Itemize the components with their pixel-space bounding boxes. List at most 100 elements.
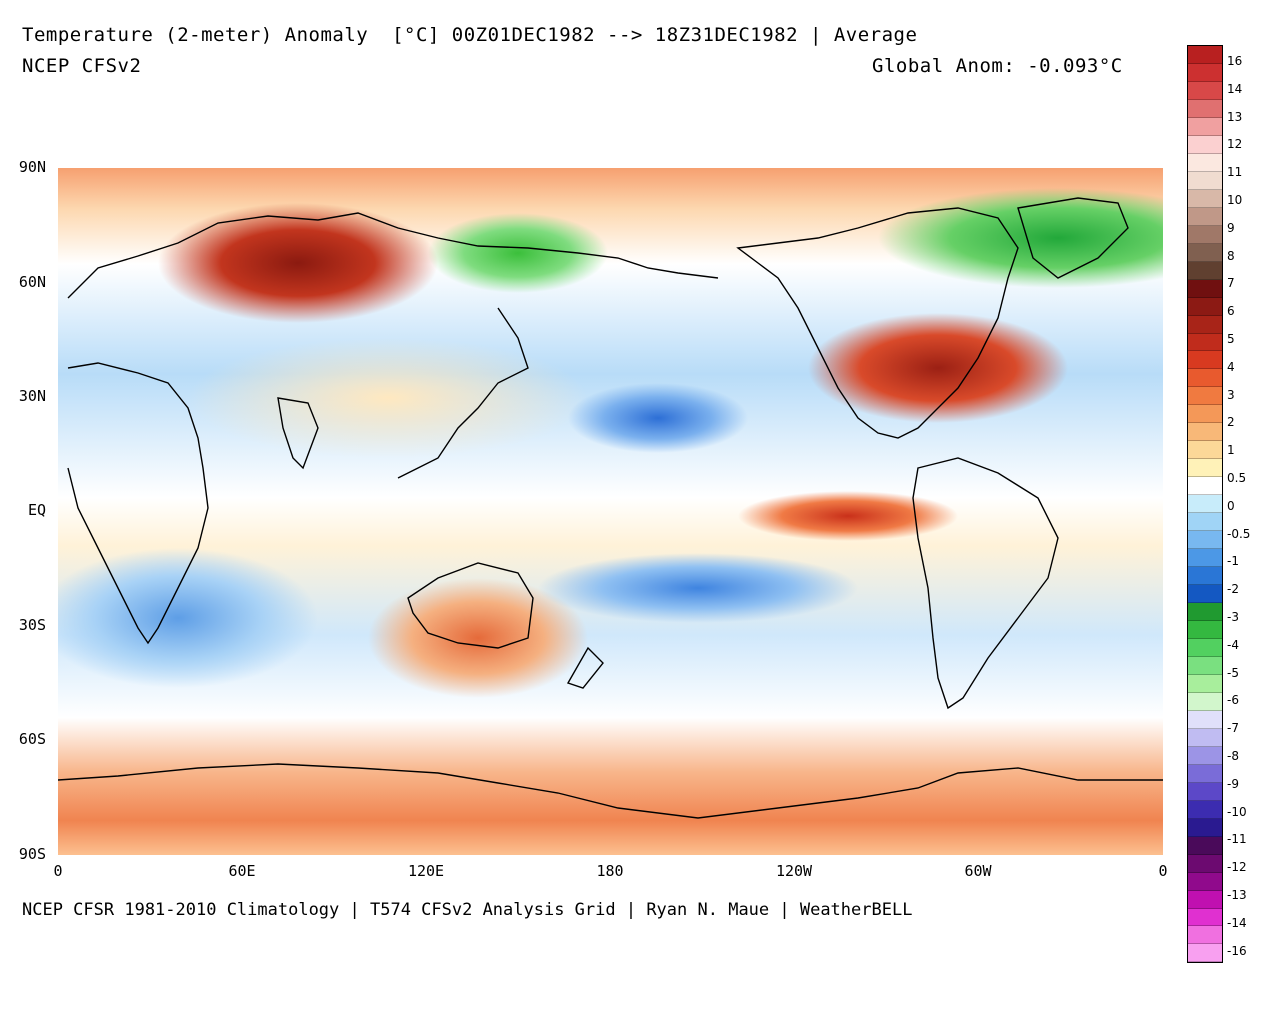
colorbar-swatch [1188,225,1222,244]
colorbar-swatch [1188,818,1222,837]
colorbar-tick-label: 5 [1227,332,1235,346]
colorbar-swatch [1188,477,1222,496]
lon-label: 120E [407,862,445,880]
colorbar-swatch [1188,800,1222,819]
colorbar-tick-label: 10 [1227,193,1243,207]
colorbar-swatch [1188,531,1222,550]
colorbar-tick-label: 6 [1227,304,1235,319]
colorbar-tick-label: -9 [1227,776,1239,791]
colorbar-swatch [1188,261,1222,280]
lon-label: 180 [596,862,624,880]
lat-label: 60S [18,730,46,748]
colorbar-swatch [1188,63,1222,82]
colorbar-tick-label: -16 [1227,943,1247,958]
lat-label: EQ [27,501,46,519]
colorbar-tick-label: 0.5 [1227,471,1247,485]
lon-label: 120W [775,862,813,880]
colorbar-swatch [1188,908,1222,927]
colorbar-swatch [1188,387,1222,406]
lon-label: 60W [964,862,992,880]
colorbar-tick-label: -11 [1227,832,1247,847]
colorbar-swatch [1188,836,1222,855]
colorbar-swatch [1188,207,1222,226]
colorbar-tick-label: 1 [1227,443,1235,458]
colorbar-swatch [1188,405,1222,424]
colorbar-tick-label: -6 [1227,693,1239,708]
colorbar [1187,45,1223,964]
global-anomaly-label: Global Anom: -0.093°C [872,55,1123,77]
colorbar-tick-label: -8 [1227,749,1239,763]
colorbar-tick-label: 8 [1227,248,1235,263]
lon-label: 60E [228,862,256,880]
colorbar-swatch [1188,189,1222,208]
colorbar-swatch [1188,567,1222,586]
colorbar-swatch [1188,621,1222,639]
lon-label: 0 [53,862,63,880]
footer-credits: NCEP CFSR 1981-2010 Climatology | T574 C… [22,900,913,920]
colorbar-swatch [1188,495,1222,514]
colorbar-swatch [1188,135,1222,154]
colorbar-swatch [1188,351,1222,370]
colorbar-swatch [1188,872,1222,891]
colorbar-swatch [1188,746,1222,765]
colorbar-tick-label: 7 [1227,276,1235,291]
model-label: NCEP CFSv2 [22,55,142,77]
colorbar-swatch [1188,153,1222,172]
colorbar-swatch [1188,243,1222,262]
colorbar-swatch [1188,441,1222,460]
colorbar-swatch [1188,81,1222,100]
colorbar-tick-label: 13 [1227,109,1243,124]
colorbar-swatch [1188,944,1222,963]
colorbar-tick-label: 3 [1227,387,1235,402]
colorbar-tick-label: 16 [1227,54,1243,68]
colorbar-tick-label: -7 [1227,721,1239,736]
colorbar-swatch [1188,692,1222,711]
lat-label: 30N [18,387,46,405]
colorbar-swatch [1188,459,1222,478]
lat-label: 30S [18,616,46,634]
colorbar-tick-label: -4 [1227,637,1239,652]
colorbar-swatch [1188,549,1222,568]
colorbar-swatch [1188,297,1222,316]
colorbar-swatch [1188,603,1222,621]
colorbar-tick-label: 9 [1227,220,1235,235]
colorbar-swatch [1188,423,1222,442]
colorbar-tick-label: -12 [1227,860,1247,875]
colorbar-tick-label: -1 [1227,554,1239,569]
colorbar-swatch [1188,171,1222,190]
colorbar-tick-label: 12 [1227,137,1243,152]
colorbar-tick-label: -2 [1227,582,1239,597]
colorbar-swatch [1188,710,1222,729]
colorbar-swatch [1188,674,1222,693]
colorbar-tick-label: 0 [1227,498,1235,513]
colorbar-tick-label: 4 [1227,359,1235,374]
colorbar-tick-label: -3 [1227,610,1239,624]
colorbar-swatch [1188,369,1222,388]
colorbar-tick-label: -10 [1227,804,1247,819]
lat-label: 90N [18,158,46,176]
colorbar-tick-label: -13 [1227,888,1247,902]
lon-label: 0 [1158,862,1168,880]
coastlines [58,197,1163,819]
colorbar-swatch [1188,315,1222,334]
colorbar-tick-label: -14 [1227,915,1247,930]
colorbar-swatch [1188,854,1222,873]
anomaly-map [58,168,1163,855]
colorbar-swatch [1188,926,1222,945]
colorbar-swatch [1188,782,1222,801]
colorbar-swatch [1188,117,1222,136]
colorbar-swatch [1188,279,1222,298]
colorbar-tick-label: -5 [1227,665,1239,680]
map-title: Temperature (2-meter) Anomaly [°C] 00Z01… [22,24,918,46]
lat-label: 60N [18,273,46,291]
colorbar-swatch [1188,764,1222,783]
colorbar-tick-label: 11 [1227,165,1243,180]
colorbar-swatch [1188,656,1222,675]
lat-label: 90S [18,845,46,863]
colorbar-tick-label: 14 [1227,81,1243,96]
colorbar-tick-label: -0.5 [1227,526,1251,541]
colorbar-tick-label: 2 [1227,415,1235,430]
colorbar-swatch [1188,99,1222,118]
colorbar-swatch [1188,890,1222,909]
colorbar-swatch [1188,585,1222,604]
